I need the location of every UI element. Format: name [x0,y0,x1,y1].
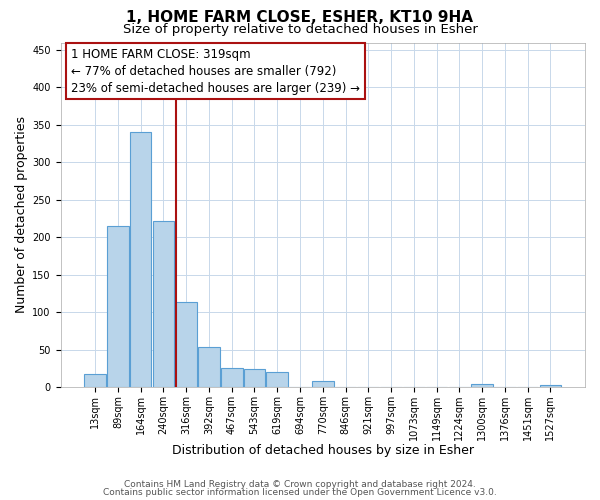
Bar [312,381,334,387]
Text: Contains public sector information licensed under the Open Government Licence v3: Contains public sector information licen… [103,488,497,497]
Y-axis label: Number of detached properties: Number of detached properties [15,116,28,314]
Bar [266,372,288,387]
Bar [539,385,561,387]
Bar [221,368,242,387]
Bar [244,369,265,387]
Bar [130,132,151,387]
Text: 1, HOME FARM CLOSE, ESHER, KT10 9HA: 1, HOME FARM CLOSE, ESHER, KT10 9HA [127,10,473,25]
X-axis label: Distribution of detached houses by size in Esher: Distribution of detached houses by size … [172,444,474,458]
Bar [85,374,106,387]
Bar [152,221,174,387]
Text: Size of property relative to detached houses in Esher: Size of property relative to detached ho… [122,22,478,36]
Text: 1 HOME FARM CLOSE: 319sqm
← 77% of detached houses are smaller (792)
23% of semi: 1 HOME FARM CLOSE: 319sqm ← 77% of detac… [71,48,360,94]
Bar [198,348,220,387]
Bar [175,302,197,387]
Text: Contains HM Land Registry data © Crown copyright and database right 2024.: Contains HM Land Registry data © Crown c… [124,480,476,489]
Bar [471,384,493,387]
Bar [107,226,129,387]
